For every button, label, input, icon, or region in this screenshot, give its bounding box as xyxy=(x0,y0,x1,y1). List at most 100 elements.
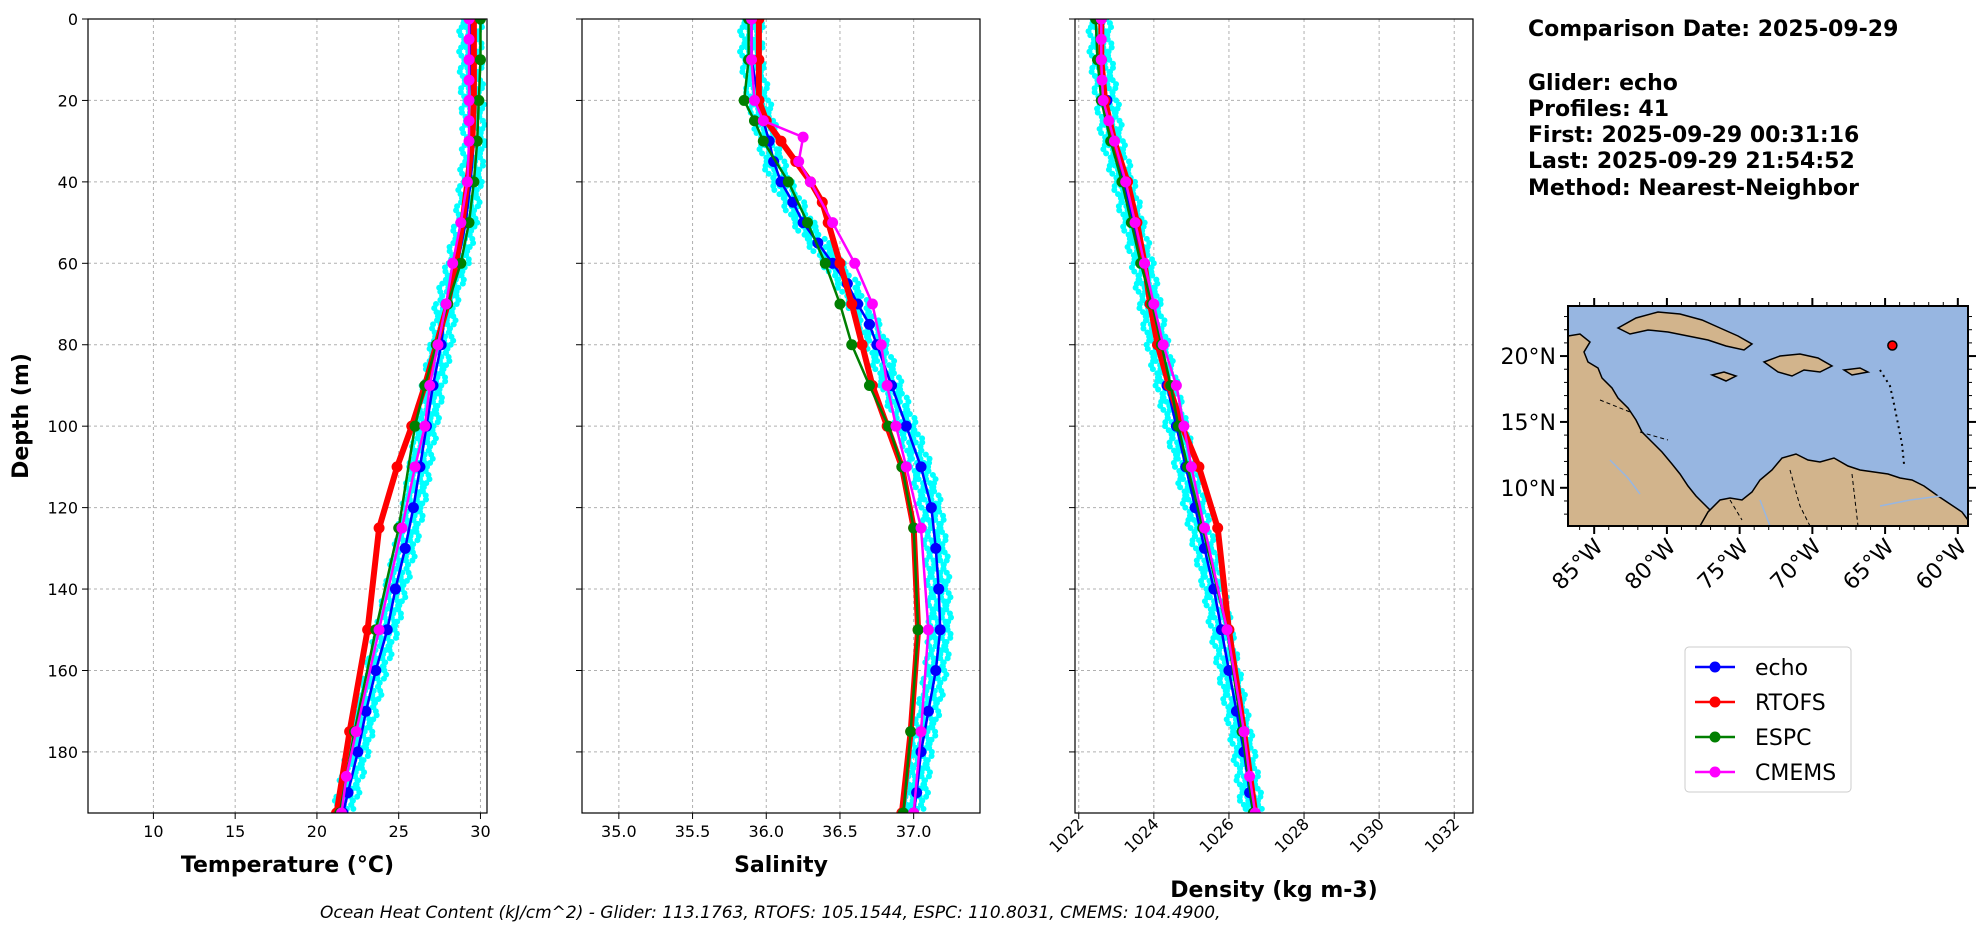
map-land-jamaica xyxy=(1709,371,1738,382)
y-tick-label: 160 xyxy=(47,661,78,680)
glider-raw-point xyxy=(937,695,944,702)
data-point-cmems xyxy=(463,19,475,25)
data-point-cmems xyxy=(746,19,758,25)
x-axis-label: Salinity xyxy=(734,853,828,878)
glider-raw-point xyxy=(1233,777,1240,784)
data-point-cmems xyxy=(748,94,760,106)
glider-raw-point xyxy=(1105,85,1112,92)
glider-raw-point xyxy=(930,594,937,601)
data-point-cmems xyxy=(1103,115,1115,127)
plot-area xyxy=(737,19,955,813)
data-point-cmems xyxy=(396,522,408,534)
glider-raw-point xyxy=(777,154,784,161)
glider-raw-point xyxy=(1157,313,1164,320)
legend-marker-rtofs xyxy=(1709,696,1721,708)
glider-raw-point xyxy=(459,280,466,287)
glider-raw-point xyxy=(1087,32,1094,39)
glider-raw-point xyxy=(438,398,445,405)
glider-raw-point xyxy=(1202,573,1209,580)
glider-raw-point xyxy=(1207,622,1214,629)
glider-raw-point xyxy=(1177,484,1184,491)
glider-raw-point xyxy=(884,402,891,409)
data-point-cmems xyxy=(1138,257,1150,269)
glider-raw-point xyxy=(834,284,841,291)
glider-raw-point xyxy=(1091,89,1098,96)
glider-raw-point xyxy=(1116,207,1123,214)
y-tick-label: 140 xyxy=(47,580,78,599)
data-point-rtofs xyxy=(775,135,787,147)
map-frame xyxy=(1567,305,1969,527)
map-lon-label: 85°W xyxy=(1548,534,1609,595)
glider-raw-point xyxy=(1098,130,1105,137)
glider-raw-point xyxy=(806,244,813,251)
data-point-rtofs xyxy=(391,461,403,473)
glider-raw-point xyxy=(481,142,487,149)
legend-label-cmems: CMEMS xyxy=(1755,761,1836,786)
data-point-cmems xyxy=(908,807,920,813)
data-point-cmems xyxy=(350,726,362,738)
data-point-cmems xyxy=(849,257,861,269)
glider-raw-point xyxy=(925,773,932,780)
glider-raw-point xyxy=(1109,170,1116,177)
glider-raw-point xyxy=(1225,720,1232,727)
glider-raw-point xyxy=(912,439,919,446)
data-point-cmems xyxy=(432,339,444,351)
glider-raw-point xyxy=(888,353,895,360)
data-point-echo xyxy=(925,502,937,514)
data-point-espc xyxy=(757,135,769,147)
glider-raw-point xyxy=(1229,740,1236,747)
data-point-cmems xyxy=(875,339,887,351)
glider-raw-point xyxy=(418,516,425,523)
data-point-echo xyxy=(381,624,393,636)
ocean-heat-content: Ocean Heat Content (kJ/cm^2) - Glider: 1… xyxy=(320,903,1221,923)
data-point-cmems xyxy=(1148,298,1160,310)
data-point-cmems xyxy=(463,94,475,106)
data-point-espc xyxy=(474,54,486,66)
glider-raw-point xyxy=(928,752,935,759)
x-tick-label: 10 xyxy=(143,822,163,841)
glider-raw-point xyxy=(1108,44,1115,51)
data-point-cmems xyxy=(1157,339,1169,351)
x-tick-label: 36.0 xyxy=(748,822,784,841)
glider-raw-point xyxy=(1211,549,1218,556)
glider-raw-point xyxy=(914,431,921,438)
comparison-date: Comparison Date: 2025-09-29 xyxy=(1528,17,1898,42)
glider-raw-point xyxy=(1131,268,1138,275)
glider-raw-point xyxy=(915,476,922,483)
glider-raw-point xyxy=(458,109,465,116)
glider-raw-point xyxy=(470,239,477,246)
glider-raw-point xyxy=(1094,109,1101,116)
data-point-cmems xyxy=(1249,807,1261,813)
legend-label-rtofs: RTOFS xyxy=(1755,691,1826,716)
glider-raw-point xyxy=(1174,455,1181,462)
glider-raw-point xyxy=(1166,443,1173,450)
data-point-echo xyxy=(370,664,382,676)
glider-raw-point xyxy=(414,537,421,544)
glider-raw-point xyxy=(392,634,399,641)
data-point-cmems xyxy=(1096,74,1108,86)
x-axis-label: Temperature (°C) xyxy=(181,853,394,878)
profiles-count: Profiles: 41 xyxy=(1528,97,1669,122)
glider-raw-point xyxy=(1189,541,1196,548)
x-tick-label: 1028 xyxy=(1271,814,1313,856)
x-tick-label: 1030 xyxy=(1346,814,1388,856)
data-point-echo xyxy=(352,746,364,758)
data-point-cmems xyxy=(900,461,912,473)
x-tick-label: 15 xyxy=(225,822,245,841)
data-point-espc xyxy=(905,726,917,738)
glider-raw-point xyxy=(936,712,943,719)
glider-raw-point xyxy=(380,675,387,682)
glider-raw-point xyxy=(465,260,472,267)
glider-raw-point xyxy=(439,280,446,287)
data-point-echo xyxy=(933,583,945,595)
method: Method: Nearest-Neighbor xyxy=(1528,176,1859,201)
glider-raw-point xyxy=(944,655,951,662)
series-line-rtofs xyxy=(333,19,477,813)
data-point-cmems xyxy=(1170,379,1182,391)
panel-1: 35.0 35.5 36.0 36.5 37.0 Salinity xyxy=(576,18,981,878)
glider-raw-point xyxy=(1203,602,1210,609)
data-point-cmems xyxy=(793,156,805,168)
glider-raw-point xyxy=(852,276,859,283)
data-point-rtofs xyxy=(362,624,374,636)
